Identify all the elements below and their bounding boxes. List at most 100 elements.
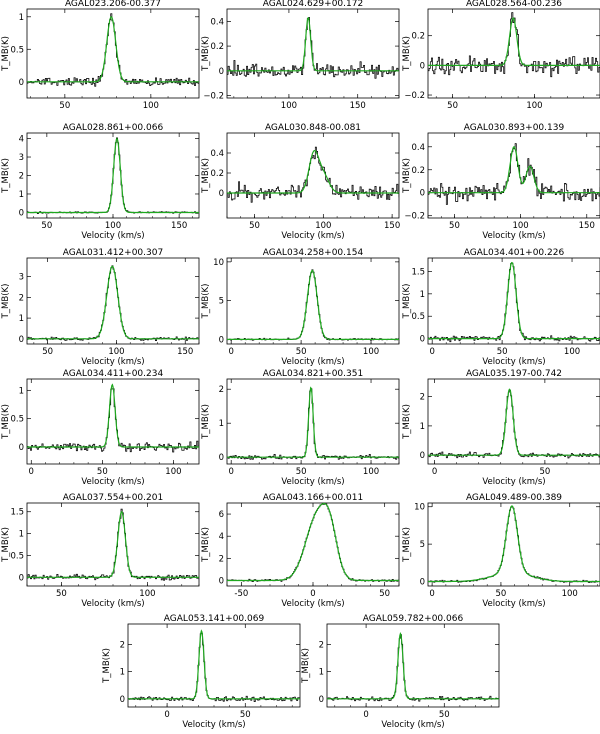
x-tick-label: 50 xyxy=(240,710,251,720)
plot-frame xyxy=(427,502,600,587)
observed-spectrum-line xyxy=(428,506,600,583)
y-axis-label: T_MB(K) xyxy=(402,36,412,72)
spectrum-panel-1: AGAL023.206-00.377 50 100 0 0.5 1 T_MB(K) xyxy=(1,0,200,111)
plot-frame xyxy=(226,132,400,219)
x-tick-label: 50 xyxy=(249,221,260,231)
panel-title: AGAL030.848-00.081 xyxy=(265,123,361,133)
y-tick-label: 3 xyxy=(19,273,24,283)
x-axis-label: Velocity (km/s) xyxy=(81,477,144,487)
y-tick-label: 0.4 xyxy=(210,17,224,27)
y-axis-label: T_MB(K) xyxy=(201,527,211,563)
x-tick-label: 0 xyxy=(310,589,315,599)
x-tick-label: 50 xyxy=(97,467,108,477)
x-tick-label: 150 xyxy=(579,221,595,231)
y-tick-label: 4 xyxy=(19,135,24,145)
panel-title: AGAL028.861+00.066 xyxy=(63,123,164,133)
y-tick-label: 0 xyxy=(219,453,224,463)
x-axis-label: Velocity (km/s) xyxy=(482,231,545,241)
x-tick-label: 100 xyxy=(526,101,542,111)
x-tick-label: 0 xyxy=(363,710,368,720)
x-axis-label: Velocity (km/s) xyxy=(281,231,344,241)
y-tick-label: 1 xyxy=(120,668,125,678)
observed-spectrum-line xyxy=(227,17,399,79)
x-tick-label: 100 xyxy=(315,221,331,231)
x-axis-label: Velocity (km/s) xyxy=(81,357,144,367)
y-tick-label: −0.2 xyxy=(203,92,224,102)
y-axis-label: T_MB(K) xyxy=(1,404,11,440)
observed-spectrum-line xyxy=(27,388,199,453)
y-axis-label: T_MB(K) xyxy=(402,284,412,320)
x-tick-label: 50 xyxy=(496,589,507,599)
gaussian-fit-line xyxy=(428,146,600,194)
x-tick-label: 100 xyxy=(105,221,121,231)
gaussian-fit-line xyxy=(428,17,600,66)
x-tick-label: 50 xyxy=(42,347,53,357)
x-tick-label: 100 xyxy=(363,467,379,477)
y-axis-label: T_MB(K) xyxy=(402,404,412,440)
x-tick-label: 100 xyxy=(139,589,155,599)
gaussian-fit-line xyxy=(327,631,499,700)
y-tick-label: 5 xyxy=(219,297,224,307)
x-tick-label: 150 xyxy=(350,101,366,111)
y-tick-label: 6 xyxy=(219,510,224,520)
y-axis-label: T_MB(K) xyxy=(1,158,11,194)
y-tick-label: 0 xyxy=(420,578,425,588)
y-tick-label: 2 xyxy=(19,293,24,303)
observed-spectrum-line xyxy=(27,265,199,341)
y-tick-label: 1.5 xyxy=(10,508,24,518)
spectrum-panel-6: AGAL030.893+00.139 50 100 150 −0.2 0 0.2 0.4 T_M… xyxy=(402,123,600,241)
y-axis-label: T_MB(K) xyxy=(1,36,11,72)
panel-title: AGAL034.401+00.226 xyxy=(464,248,565,258)
plot-frame xyxy=(427,257,600,345)
y-tick-label: 3 xyxy=(19,153,24,163)
x-axis-label: Velocity (km/s) xyxy=(482,477,545,487)
y-tick-label: 2 xyxy=(420,393,425,403)
x-axis-label: Velocity (km/s) xyxy=(281,599,344,609)
y-tick-label: 0.5 xyxy=(10,551,24,561)
x-tick-label: 50 xyxy=(449,221,460,231)
x-tick-label: 100 xyxy=(108,347,124,357)
y-axis-label: T_MB(K) xyxy=(201,404,211,440)
observed-spectrum-line xyxy=(227,503,399,582)
x-tick-label: 100 xyxy=(564,347,580,357)
y-tick-label: 1 xyxy=(219,419,224,429)
spectrum-panel-11: AGAL034.821+00.351 0 50 100 0 1 2 T_MB(K) Veloci… xyxy=(201,369,400,487)
x-tick-label: 0 xyxy=(164,710,169,720)
y-tick-label: −0.2 xyxy=(404,212,425,222)
panel-title: AGAL031.412+00.307 xyxy=(63,248,163,258)
x-axis-label: Velocity (km/s) xyxy=(81,599,144,609)
gaussian-fit-line xyxy=(27,16,199,83)
y-tick-label: 1 xyxy=(19,190,24,200)
spectrum-panel-12: AGAL035.197-00.742 0 50 0 1 2 T_MB(K) Velocity … xyxy=(402,369,600,487)
plot-frame xyxy=(26,8,200,99)
gaussian-fit-line xyxy=(27,265,199,340)
y-tick-label: 1 xyxy=(19,530,24,540)
x-tick-label: 0 xyxy=(29,467,34,477)
x-axis-label: Velocity (km/s) xyxy=(482,599,545,609)
gaussian-fit-line xyxy=(227,17,399,72)
spectrum-panel-13: AGAL037.554+00.201 50 100 0 0.5 1 1.5 T_MB(K) Ve… xyxy=(1,493,200,609)
gaussian-fit-line xyxy=(428,261,600,340)
y-tick-label: 0 xyxy=(420,335,425,345)
x-axis-label: Velocity (km/s) xyxy=(381,720,444,730)
panel-title: AGAL037.554+00.201 xyxy=(63,493,163,503)
y-tick-label: 0.5 xyxy=(10,45,24,55)
y-axis-label: T_MB(K) xyxy=(201,284,211,320)
panel-title: AGAL028.564-00.236 xyxy=(466,0,562,9)
gaussian-fit-line xyxy=(27,137,199,214)
gaussian-fit-line xyxy=(227,503,399,582)
y-tick-label: −0.2 xyxy=(404,91,425,101)
x-tick-label: 100 xyxy=(165,467,181,477)
spectrum-panel-2: AGAL024.629+00.172 100 150 −0.2 0 0.2 0.4 T_MB(… xyxy=(201,0,400,111)
x-tick-label: -50 xyxy=(234,589,248,599)
x-tick-label: 150 xyxy=(384,221,400,231)
plot-frame xyxy=(326,623,500,708)
spectrum-panel-9: AGAL034.401+00.226 0 50 100 0 0.5 1 1.5 T_MB(K) V… xyxy=(402,248,600,367)
x-tick-label: 150 xyxy=(177,347,193,357)
y-tick-label: 2 xyxy=(219,385,224,395)
panel-title: AGAL043.166+00.011 xyxy=(263,493,363,503)
plot-frame xyxy=(226,257,400,345)
y-tick-label: 0 xyxy=(19,443,24,453)
x-tick-label: 100 xyxy=(363,347,379,357)
